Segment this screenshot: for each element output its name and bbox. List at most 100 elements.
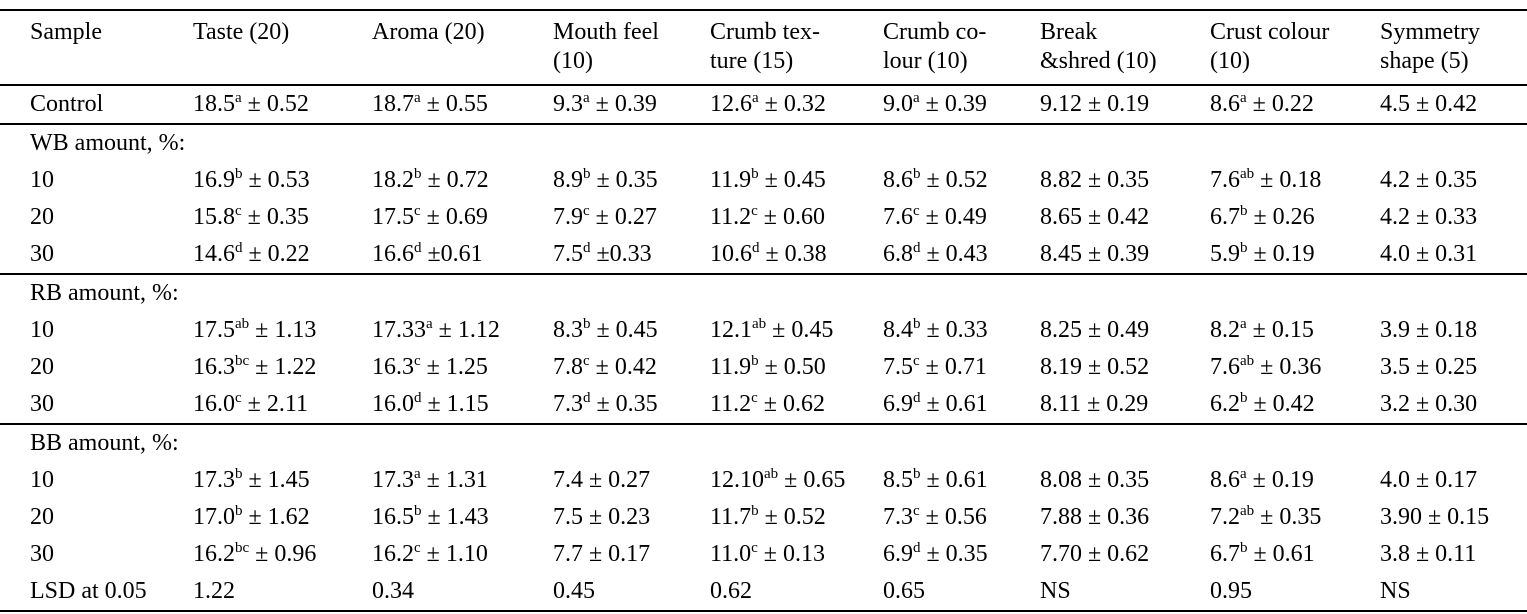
significance-superscript: b [1240,240,1248,256]
significance-superscript: b [1240,203,1248,219]
significance-superscript: a [1240,90,1247,106]
significance-superscript: c [414,353,421,369]
data-cell: 6.7b ± 0.26 [1210,203,1315,231]
data-cell: 8.19 ± 0.52 [1040,354,1150,380]
significance-superscript: c [913,203,920,219]
significance-superscript: c [913,353,920,369]
column-header: Crumb co- lour (10) [883,10,1040,86]
significance-superscript: c [751,203,758,219]
data-cell: 4.0 ± 0.31 [1380,241,1478,267]
group-row: RB amount, %: [0,274,1527,312]
significance-superscript: c [583,203,590,219]
data-cell: 16.3bc ± 1.22 [193,353,317,381]
group-row: BB amount, %: [0,424,1527,462]
data-cell: 7.3d ± 0.35 [553,390,658,418]
data-cell: 17.3a ± 1.31 [372,466,488,494]
significance-superscript: d [913,390,921,406]
significance-superscript: a [426,316,433,332]
data-cell: 8.9b ± 0.35 [553,166,658,194]
data-cell: 16.6d ±0.61 [372,240,483,268]
column-header: Mouth feel (10) [553,10,710,86]
table-row: 10 17.3b ± 1.45 17.3a ± 1.31 7.4 ± 0.27 12.1… [0,462,1527,499]
data-cell: 7.6c ± 0.49 [883,203,987,231]
significance-superscript: c [751,390,758,406]
data-cell: NS [1040,578,1071,604]
significance-superscript: c [913,503,920,519]
significance-superscript: c [235,203,242,219]
data-cell: 7.9c ± 0.27 [553,203,657,231]
data-cell: 3.8 ± 0.11 [1380,541,1477,567]
data-cell: 9.3a ± 0.39 [553,90,657,118]
significance-superscript: d [752,240,760,256]
data-cell: 11.9b ± 0.45 [710,166,826,194]
significance-superscript: c [235,390,242,406]
significance-superscript: b [583,166,591,182]
data-cell: 3.9 ± 0.18 [1380,317,1478,343]
significance-superscript: d [414,240,422,256]
significance-superscript: c [751,540,758,556]
data-cell: 17.0b ± 1.62 [193,503,310,531]
significance-superscript: b [414,166,422,182]
significance-superscript: d [583,240,591,256]
row-label: LSD at 0.05 [30,578,147,604]
significance-superscript: ab [764,466,779,482]
significance-superscript: a [414,466,421,482]
data-cell: 11.9b ± 0.50 [710,353,826,381]
significance-superscript: d [913,540,921,556]
significance-superscript: c [583,353,590,369]
table-row: 10 16.9b ± 0.53 18.2b ± 0.72 8.9b ± 0.35 11.… [0,162,1527,199]
data-cell: 0.65 [883,578,925,604]
data-cell: 4.5 ± 0.42 [1380,91,1478,117]
row-label: Control [30,91,104,117]
data-cell: 8.5b ± 0.61 [883,466,988,494]
significance-superscript: b [235,466,243,482]
significance-superscript: a [1240,316,1247,332]
data-cell: 18.7a ± 0.55 [372,90,488,118]
significance-superscript: d [583,390,591,406]
data-cell: 7.88 ± 0.36 [1040,504,1150,530]
column-header: Taste (20) [193,10,372,86]
significance-superscript: a [235,90,242,106]
significance-superscript: a [583,90,590,106]
data-cell: 6.8d ± 0.43 [883,240,988,268]
data-cell: 0.34 [372,578,414,604]
data-cell: 15.8c ± 0.35 [193,203,309,231]
data-cell: 8.4b ± 0.33 [883,316,988,344]
significance-superscript: a [752,90,759,106]
data-cell: 6.2b ± 0.42 [1210,390,1315,418]
data-cell: 4.0 ± 0.17 [1380,467,1478,493]
data-cell: 12.10ab ± 0.65 [710,466,846,494]
data-cell: 11.7b ± 0.52 [710,503,826,531]
table-row: 20 17.0b ± 1.62 16.5b ± 1.43 7.5 ± 0.23 11.7… [0,499,1527,536]
significance-superscript: b [414,503,422,519]
data-cell: 7.2ab ± 0.35 [1210,503,1322,531]
data-cell: 18.5a ± 0.52 [193,90,309,118]
data-cell: 0.95 [1210,578,1252,604]
row-label: 20 [30,504,54,530]
significance-superscript: b [1240,540,1248,556]
table-row: 30 16.0c ± 2.11 16.0d ± 1.15 7.3d ± 0.35 11.… [0,386,1527,424]
group-label: RB amount, %: [30,280,179,306]
data-cell: 10.6d ± 0.38 [710,240,827,268]
data-cell: 12.6a ± 0.32 [710,90,826,118]
data-cell: 16.2c ± 1.10 [372,540,488,568]
significance-superscript: d [913,240,921,256]
data-cell: 3.5 ± 0.25 [1380,354,1478,380]
data-cell: 6.9d ± 0.61 [883,390,988,418]
data-cell: 4.2 ± 0.35 [1380,167,1478,193]
data-cell: 8.45 ± 0.39 [1040,241,1150,267]
column-header: Sample [0,10,193,86]
header-row: Sample Taste (20) Aroma (20) Mouth feel (10… [0,10,1527,86]
row-label: 20 [30,354,54,380]
data-cell: 9.0a ± 0.39 [883,90,987,118]
column-header: Break &shred (10) [1040,10,1210,86]
table-row: 20 15.8c ± 0.35 17.5c ± 0.69 7.9c ± 0.27 11.… [0,199,1527,236]
data-cell: 7.70 ± 0.62 [1040,541,1150,567]
data-cell: 3.90 ± 0.15 [1380,504,1490,530]
row-label: 10 [30,167,54,193]
group-row: WB amount, %: [0,124,1527,162]
significance-superscript: ab [1240,503,1255,519]
significance-superscript: ab [1240,166,1255,182]
data-cell: 17.5ab ± 1.13 [193,316,317,344]
data-cell: 14.6d ± 0.22 [193,240,310,268]
